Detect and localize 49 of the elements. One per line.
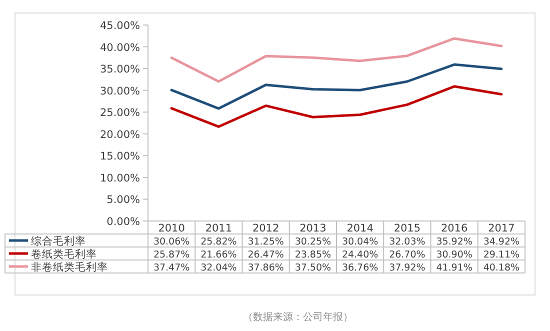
- line-series: [170, 37, 503, 83]
- y-tick-label: 5.00%: [106, 194, 140, 206]
- x-tick-label: 2011: [205, 222, 232, 234]
- x-tick-label: 2016: [440, 222, 468, 234]
- x-tick-label: 2014: [346, 222, 374, 234]
- data-label: 30.06%: [153, 236, 190, 248]
- data-label: 37.92%: [389, 262, 426, 274]
- data-label: 25.82%: [200, 236, 237, 248]
- y-tick-label: 10.00%: [100, 172, 140, 184]
- data-label: 36.76%: [342, 262, 378, 274]
- data-label: 26.70%: [389, 250, 426, 260]
- data-label: 25.87%: [153, 250, 190, 260]
- line-series: [170, 63, 503, 110]
- y-tick-label: 45.00%: [100, 20, 140, 32]
- data-label: 29.11%: [483, 250, 520, 260]
- data-label: 37.50%: [294, 262, 332, 274]
- x-tick-label: 2015: [394, 222, 421, 234]
- data-label: 35.92%: [436, 236, 472, 248]
- data-label: 21.66%: [200, 250, 237, 260]
- data-label: 37.86%: [248, 262, 284, 274]
- data-label: 30.90%: [436, 250, 472, 260]
- text: （数据来源：公司年报）: [243, 311, 353, 323]
- y-tick-label: 25.00%: [100, 107, 140, 120]
- data-label: 31.25%: [248, 236, 284, 248]
- y-tick-label: 20.00%: [100, 128, 140, 141]
- x-tick-label: 2010: [158, 222, 185, 234]
- data-label: 24.40%: [342, 250, 378, 260]
- data-label: 34.92%: [483, 236, 520, 248]
- data-label: 32.04%: [200, 262, 237, 274]
- y-tick-label: 15.00%: [100, 150, 140, 163]
- legend-label: 综合毛利率: [31, 234, 86, 248]
- x-tick-label: 2017: [488, 222, 515, 234]
- legend-label: 非卷纸类毛利率: [31, 260, 108, 274]
- data-label: 23.85%: [294, 250, 332, 260]
- y-tick-label: 40.00%: [100, 42, 140, 54]
- legend-label: 卷纸类毛利率: [31, 248, 97, 260]
- data-label: 37.47%: [153, 262, 190, 274]
- y-tick-label: 0.00%: [106, 216, 140, 228]
- y-tick-label: 35.00%: [100, 64, 140, 76]
- line-series: [170, 85, 503, 128]
- y-tick-label: 30.00%: [100, 85, 140, 98]
- data-label: 32.03%: [389, 236, 426, 248]
- data-label: 30.04%: [342, 236, 378, 248]
- data-label: 30.25%: [294, 236, 332, 248]
- x-tick-label: 2012: [252, 222, 280, 234]
- data-label: 41.91%: [436, 262, 472, 274]
- data-label: 26.47%: [248, 250, 284, 260]
- x-tick-label: 2013: [300, 222, 326, 234]
- data-label: 40.18%: [483, 262, 520, 274]
